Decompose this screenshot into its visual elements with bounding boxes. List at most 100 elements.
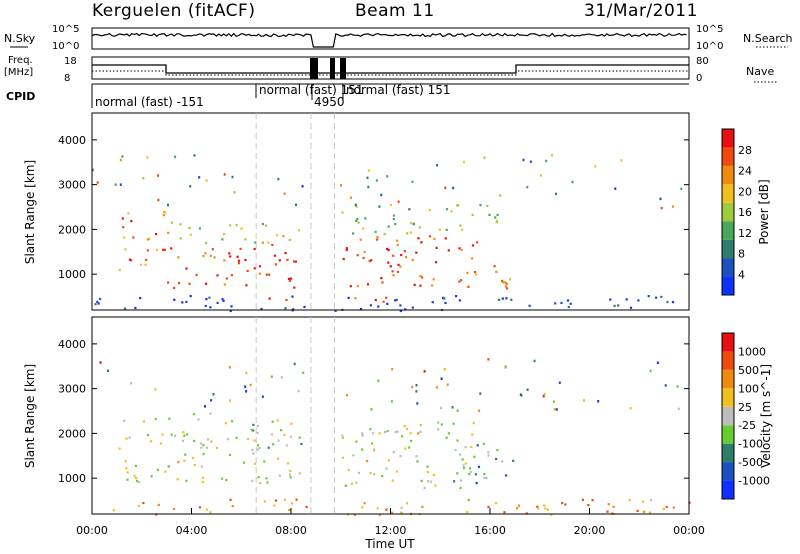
power-cell <box>392 274 395 277</box>
velocity-cell <box>202 453 205 456</box>
velocity-cell <box>466 511 469 514</box>
power-cell <box>405 256 408 259</box>
velocity-cell <box>399 455 402 458</box>
velocity-cell <box>501 460 504 463</box>
power-cell <box>415 251 418 254</box>
velocity-cell <box>201 476 205 479</box>
power-cell <box>230 274 233 277</box>
time-tick-label: 00:00 <box>673 524 705 537</box>
velocity-cell <box>302 371 305 375</box>
power-cell <box>377 305 380 308</box>
velocity-cell <box>242 461 246 464</box>
power-cell <box>240 227 243 230</box>
power-cell <box>625 298 628 301</box>
power-cell <box>614 187 617 190</box>
velocity-cell <box>207 438 210 441</box>
velocity-cell <box>126 478 129 481</box>
date-title: 31/Mar/2011 <box>584 1 698 21</box>
power-cell <box>245 284 248 287</box>
power-cell <box>483 156 486 159</box>
power-cell <box>295 203 297 207</box>
velocity-cell <box>383 431 387 434</box>
velocity-heatmap-cells <box>99 318 691 517</box>
velocity-cell <box>118 447 121 450</box>
velocity-cell <box>215 446 219 449</box>
velocity-cell <box>181 439 184 443</box>
power-cell <box>474 273 478 276</box>
velocity-cell <box>610 512 613 515</box>
power-cell <box>229 255 232 258</box>
power-cell <box>396 243 399 246</box>
power-cell <box>444 186 447 190</box>
velocity-cell <box>460 479 463 482</box>
power-cell <box>409 231 412 234</box>
power-cell <box>205 298 208 301</box>
power-colorbar-swatch <box>722 129 734 148</box>
power-cell <box>419 275 422 278</box>
power-cell <box>167 231 170 234</box>
power-cell <box>173 286 176 289</box>
power-cell <box>221 238 224 241</box>
velocity-cell <box>453 480 456 483</box>
power-cell <box>181 301 184 304</box>
velocity-cell <box>353 513 356 517</box>
velocity-cell <box>126 471 129 474</box>
velocity-cell <box>536 505 539 508</box>
power-cell <box>355 219 358 222</box>
power-cell <box>124 248 127 251</box>
velocity-frame <box>91 316 690 515</box>
power-cell <box>392 214 396 217</box>
cpid-segment-2: normal (fast) 151 <box>259 83 363 97</box>
velocity-cell <box>472 422 475 425</box>
velocity-cell <box>649 499 652 502</box>
power-colorbar-swatch <box>722 276 734 295</box>
power-colorbar-swatch <box>722 258 734 277</box>
power-cell <box>157 198 160 202</box>
velocity-cell <box>344 484 348 487</box>
velocity-cell <box>287 462 290 465</box>
power-cell <box>216 301 219 304</box>
power-cell <box>189 185 192 188</box>
power-panel: 1000 2000 3000 4000 Slant Range [km] 4 8 12 16… <box>23 112 771 313</box>
velocity-cell <box>487 358 490 361</box>
cpid-segment-3: 4950 <box>314 95 345 109</box>
time-tick-label: 08:00 <box>275 524 307 537</box>
velocity-cell <box>366 460 369 463</box>
velocity-cell <box>154 417 157 421</box>
power-cell <box>209 306 212 309</box>
power-cell <box>122 226 125 229</box>
power-cell <box>460 248 463 251</box>
velocity-cell <box>267 446 270 449</box>
velocity-cell <box>387 459 390 462</box>
power-cell <box>204 282 208 285</box>
freq-frame <box>91 56 690 80</box>
nsky-tick-low: 10^0 <box>52 41 79 52</box>
power-cell <box>230 305 233 308</box>
power-cell <box>594 165 597 168</box>
velocity-cell <box>591 499 594 502</box>
power-colorbar-swatch <box>722 202 734 222</box>
power-cell <box>340 184 342 187</box>
power-cell <box>271 243 274 246</box>
power-cell <box>394 223 397 226</box>
power-cell <box>246 269 249 272</box>
velocity-cell <box>482 442 485 445</box>
power-cell <box>445 228 448 231</box>
freq-panel: Freq. [MHz] 18 8 80 0 Nave <box>4 55 778 84</box>
velocity-cell <box>378 432 381 435</box>
velocity-colorbar-swatch <box>722 333 734 352</box>
power-cell <box>368 260 371 263</box>
power-cell <box>268 273 271 276</box>
power-cell <box>680 187 683 191</box>
velocity-cell <box>381 475 384 478</box>
power-cell <box>261 222 264 226</box>
station-title: Kerguelen (fitACF) <box>92 1 255 21</box>
power-cell <box>540 174 542 177</box>
velocity-ytick-label: 1000 <box>58 472 86 485</box>
power-cell <box>404 308 407 311</box>
nsearch-label: N.Search <box>743 32 793 45</box>
power-cell <box>370 259 373 262</box>
power-cell <box>198 227 201 230</box>
velocity-cell <box>612 505 615 508</box>
power-cell <box>378 205 381 208</box>
